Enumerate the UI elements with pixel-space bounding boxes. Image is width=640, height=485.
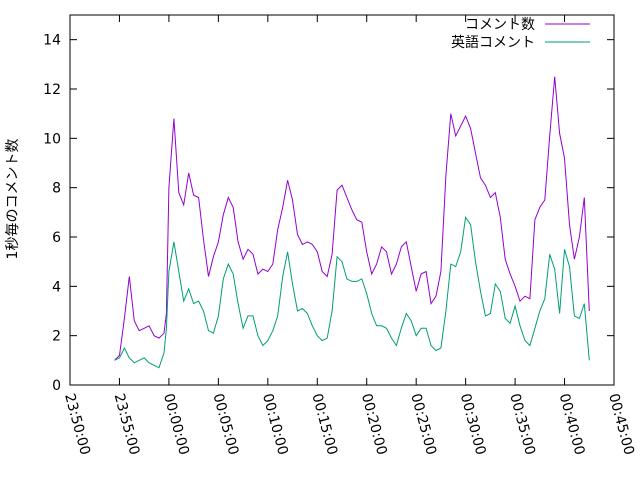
y-tick-label: 12 bbox=[43, 82, 61, 98]
y-tick-label: 10 bbox=[43, 131, 61, 147]
y-tick-label: 4 bbox=[52, 279, 61, 295]
y-tick-label: 2 bbox=[52, 329, 61, 345]
y-axis-label: 1秒毎のコメント数 bbox=[5, 139, 21, 260]
y-tick-label: 8 bbox=[52, 181, 61, 197]
x-tick-label: 00:00:00 bbox=[160, 392, 192, 457]
plot-border bbox=[69, 14, 615, 386]
legend-label-1: コメント数 bbox=[465, 17, 535, 33]
x-tick-label: 00:35:00 bbox=[506, 392, 538, 457]
x-tick-label: 00:10:00 bbox=[259, 392, 291, 457]
series-layer bbox=[114, 76, 590, 369]
x-tick-label: 00:25:00 bbox=[407, 392, 439, 457]
y-tick-label: 0 bbox=[52, 378, 61, 394]
series-line-2 bbox=[114, 215, 590, 369]
y-tick-label: 14 bbox=[43, 33, 61, 49]
y-tick-label: 6 bbox=[52, 230, 61, 246]
x-tick-label: 00:05:00 bbox=[209, 392, 241, 457]
x-tick-label: 23:50:00 bbox=[61, 392, 93, 457]
x-tick-label: 00:30:00 bbox=[457, 392, 489, 457]
x-tick-label: 00:45:00 bbox=[605, 392, 637, 457]
legend-label-2: 英語コメント bbox=[451, 34, 535, 51]
x-tick-label: 00:40:00 bbox=[556, 392, 588, 457]
x-tick-label: 23:55:00 bbox=[111, 392, 143, 457]
series-line-1 bbox=[114, 76, 590, 361]
x-tick-label: 00:20:00 bbox=[358, 392, 390, 457]
y-axis: 0 2 4 6 8 10 12 14 bbox=[43, 33, 614, 394]
x-axis: 23:50:00 23:55:00 00:00:00 00:05:00 00:10:00… bbox=[61, 15, 637, 457]
x-tick-label: 00:15:00 bbox=[308, 392, 340, 457]
plot-frame bbox=[69, 14, 615, 386]
